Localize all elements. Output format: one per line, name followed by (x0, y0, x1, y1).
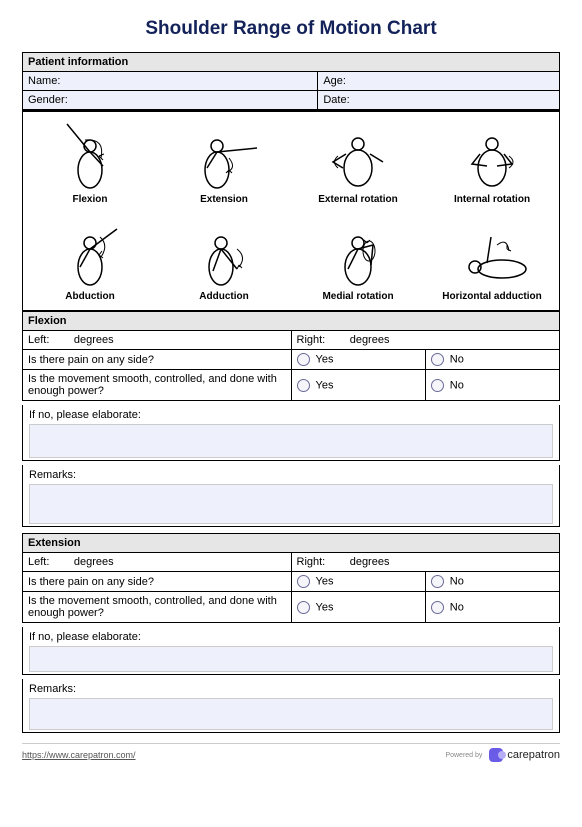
extension-right-field[interactable]: Right: degrees (291, 553, 560, 572)
diagram-medial-rotation: Medial rotation (295, 215, 421, 308)
diagram-adduction: Adduction (161, 215, 287, 308)
flexion-left-field[interactable]: Left: degrees (23, 331, 292, 350)
flexion-header: Flexion (23, 312, 560, 331)
diagram-panel: Flexion Extension (22, 110, 560, 311)
flexion-remarks-box: Remarks: (22, 465, 560, 527)
extension-smooth-yes[interactable]: Yes (291, 592, 425, 623)
flexion-section: Flexion Left: degrees Right: degrees Is … (22, 311, 560, 401)
flexion-pain-yes[interactable]: Yes (291, 350, 425, 370)
date-field[interactable]: Date: (318, 91, 560, 110)
flexion-smooth-question: Is the movement smooth, controlled, and … (23, 370, 292, 401)
flexion-elaborate-box: If no, please elaborate: (22, 405, 560, 461)
flexion-right-field[interactable]: Right: degrees (291, 331, 560, 350)
footer-url[interactable]: https://www.carepatron.com/ (22, 750, 136, 760)
footer-brand: Powered by carepatron (445, 748, 560, 762)
flexion-pain-question: Is there pain on any side? (23, 350, 292, 370)
horizontal-adduction-icon (447, 215, 537, 289)
extension-remarks-label: Remarks: (29, 683, 553, 695)
diagram-extension: Extension (161, 118, 287, 211)
page-footer: https://www.carepatron.com/ Powered by c… (22, 743, 560, 762)
extension-icon (179, 118, 269, 192)
flexion-smooth-yes[interactable]: Yes (291, 370, 425, 401)
extension-smooth-no[interactable]: No (425, 592, 559, 623)
extension-elaborate-box: If no, please elaborate: (22, 627, 560, 675)
extension-section: Extension Left: degrees Right: degrees I… (22, 533, 560, 623)
flexion-elaborate-input[interactable] (29, 424, 553, 458)
gender-field[interactable]: Gender: (23, 91, 318, 110)
name-field[interactable]: Name: (23, 72, 318, 91)
page-title: Shoulder Range of Motion Chart (22, 18, 560, 40)
diagram-internal-rotation: Internal rotation (429, 118, 555, 211)
extension-pain-yes[interactable]: Yes (291, 572, 425, 592)
external-rotation-icon (313, 118, 403, 192)
diagram-external-rotation: External rotation (295, 118, 421, 211)
extension-elaborate-input[interactable] (29, 646, 553, 672)
patient-info-header: Patient information (23, 53, 560, 72)
extension-left-field[interactable]: Left: degrees (23, 553, 292, 572)
age-field[interactable]: Age: (318, 72, 560, 91)
extension-pain-no[interactable]: No (425, 572, 559, 592)
flexion-remarks-input[interactable] (29, 484, 553, 524)
flexion-smooth-no[interactable]: No (425, 370, 559, 401)
abduction-icon (45, 215, 135, 289)
extension-remarks-box: Remarks: (22, 679, 560, 733)
extension-smooth-question: Is the movement smooth, controlled, and … (23, 592, 292, 623)
diagram-horizontal-adduction: Horizontal adduction (429, 215, 555, 308)
diagram-abduction: Abduction (27, 215, 153, 308)
extension-elaborate-label: If no, please elaborate: (29, 631, 553, 643)
flexion-remarks-label: Remarks: (29, 469, 553, 481)
flexion-icon (45, 118, 135, 192)
extension-remarks-input[interactable] (29, 698, 553, 730)
adduction-icon (179, 215, 269, 289)
patient-info-table: Patient information Name: Age: Gender: D… (22, 52, 560, 110)
extension-header: Extension (23, 534, 560, 553)
extension-pain-question: Is there pain on any side? (23, 572, 292, 592)
medial-rotation-icon (313, 215, 403, 289)
internal-rotation-icon (447, 118, 537, 192)
flexion-elaborate-label: If no, please elaborate: (29, 409, 553, 421)
flexion-pain-no[interactable]: No (425, 350, 559, 370)
brand-logo-icon (489, 748, 503, 762)
diagram-flexion: Flexion (27, 118, 153, 211)
